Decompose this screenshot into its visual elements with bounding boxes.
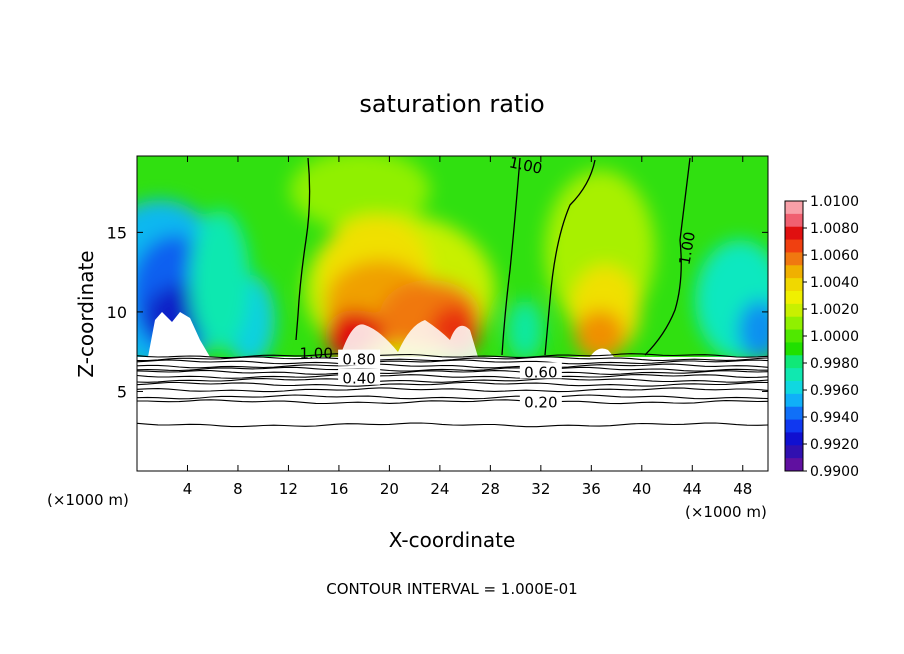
x-tick-label-8: 36: [582, 480, 601, 498]
contour-line-10: [136, 394, 769, 400]
colorbar-label-6: 0.9980: [810, 356, 859, 372]
colorbar-swatch-13: [785, 368, 803, 382]
x-axis: 4 8 12 16 20 24 28 32 36 40 44 48: [183, 156, 752, 498]
x-unit-right: (×1000 m): [685, 503, 767, 521]
colorbar-swatch-0: [785, 201, 803, 215]
x-tick-label-6: 28: [481, 480, 500, 498]
lower-region: [137, 357, 768, 471]
footer-note: CONTOUR INTERVAL = 1.000E-01: [326, 580, 577, 598]
contour-lines: [136, 353, 769, 428]
colorbar-label-4: 1.0020: [810, 302, 859, 318]
colorbar-label-5: 1.0000: [810, 329, 859, 345]
x-axis-label: X-coordinate: [389, 528, 516, 552]
colorbar-label-10: 0.9900: [810, 464, 859, 480]
y-tick-label-2: 15: [107, 223, 127, 242]
x-tick-label-0: 4: [183, 480, 193, 498]
contour-line-5: [136, 370, 769, 375]
contour-line-3: [136, 363, 769, 369]
x-tick-label-7: 32: [531, 480, 550, 498]
colorbar-label-2: 1.0060: [810, 248, 859, 264]
colorbar-swatch-15: [785, 393, 803, 408]
chart-title: saturation ratio: [359, 90, 544, 118]
colorbar-swatch-6: [785, 278, 803, 292]
colorbar-swatch-4: [785, 252, 803, 266]
contour-label-bg-5: [519, 362, 562, 379]
contour-line-9: [136, 387, 769, 393]
contour-line-2: [136, 359, 769, 365]
x-tick-label-2: 12: [279, 480, 298, 498]
colorbar-swatch-1: [785, 213, 803, 228]
contour-line-7: [136, 377, 769, 383]
y-axis: 5 10 15: [107, 223, 768, 401]
colorbar-swatch-11: [785, 342, 803, 356]
contour-line-4: [136, 366, 769, 372]
x-tick-label-5: 24: [430, 480, 449, 498]
colorbar-swatch-7: [785, 291, 803, 305]
contour-label-6: 0.20: [524, 394, 557, 412]
colorbar-swatch-16: [785, 406, 803, 421]
plot-frame: [136, 155, 769, 472]
colorbar-swatch-18: [785, 432, 803, 446]
contour-label-bg-4: [338, 368, 381, 385]
y-tick-label-1: 10: [107, 303, 127, 322]
x-tick-label-11: 48: [733, 480, 752, 498]
colorbar-swatch-17: [785, 419, 803, 433]
colorbar-label-9: 0.9920: [810, 437, 859, 453]
colorbar-swatch-2: [785, 226, 803, 241]
colorbar-swatch-12: [785, 355, 803, 369]
contour-label-1: 1.00: [675, 230, 699, 266]
y-axis-label: Z-coordinate: [74, 250, 98, 377]
colorbar-swatch-10: [785, 329, 803, 343]
contour-line-12: [136, 422, 769, 428]
colorbar-label-7: 0.9960: [810, 383, 859, 399]
colorbar-label-0: 1.0100: [810, 194, 859, 210]
x-tick-label-1: 8: [233, 480, 243, 498]
colorbar-swatch-20: [785, 458, 803, 472]
x-unit-left: (×1000 m): [47, 491, 129, 509]
contour-label-4: 0.40: [342, 370, 375, 388]
contour-label-3: 0.80: [342, 351, 375, 369]
x-tick-label-9: 40: [632, 480, 651, 498]
colorbar-swatch-19: [785, 445, 803, 459]
colorbar-swatch-14: [785, 381, 803, 395]
colorbar-swatch-3: [785, 239, 803, 253]
x-tick-label-3: 16: [329, 480, 348, 498]
contour-line-1: [136, 356, 769, 362]
x-tick-label-10: 44: [683, 480, 702, 498]
contour-line-8: [136, 381, 769, 387]
contour-label-5: 0.60: [524, 363, 557, 381]
saturation-field: [137, 156, 768, 357]
contour-label-bg-3: [338, 349, 381, 366]
colorbar-swatch-8: [785, 303, 803, 318]
contour-line-6: [136, 374, 769, 379]
colorbar-swatch-5: [785, 265, 803, 279]
colorbar-label-8: 0.9940: [810, 410, 859, 426]
contour-line-11: [137, 399, 769, 405]
contour-label-2: 1.00: [300, 344, 333, 362]
x-tick-label-4: 20: [380, 480, 399, 498]
colorbar-label-1: 1.0080: [810, 221, 859, 237]
colorbar: 1.0100 1.0080 1.0060 1.0040 1.0020 1.0000 0.99…: [784, 194, 859, 480]
contour-label-bg-6: [519, 392, 562, 409]
y-tick-label-0: 5: [117, 382, 127, 401]
colorbar-label-3: 1.0040: [810, 275, 859, 291]
colorbar-swatch-9: [785, 316, 803, 331]
